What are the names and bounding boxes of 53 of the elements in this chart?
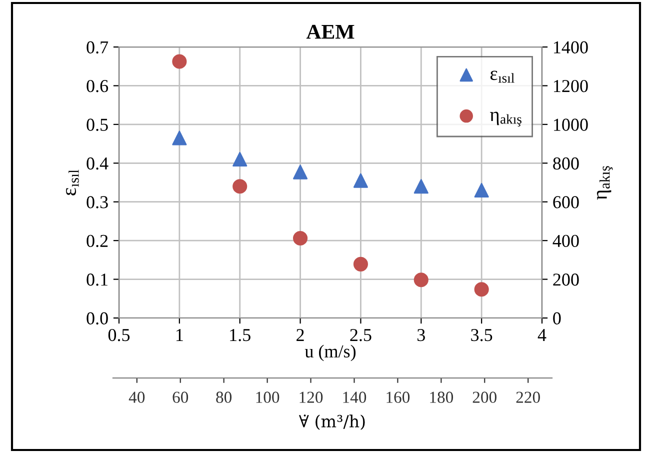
x2-axis-title: ∀̇ (m³/h) xyxy=(298,414,365,430)
point xyxy=(353,256,368,272)
point xyxy=(293,164,308,180)
point xyxy=(414,179,428,194)
point xyxy=(414,272,428,288)
legend-label: η$_{akış}$ xyxy=(490,112,522,127)
y-tick-label: 0.6 xyxy=(86,80,108,92)
x-tick-label: 4 xyxy=(538,329,546,341)
x-tick-label: 0.5 xyxy=(108,328,130,342)
y2-axis-title: η$_{akış}$ xyxy=(596,166,613,200)
point xyxy=(172,130,187,146)
point xyxy=(232,179,248,194)
x-tick-label: 2 xyxy=(296,328,304,341)
y-tick-label: 0.2 xyxy=(86,234,108,248)
x-tick-label: 1.5 xyxy=(230,329,250,342)
x-tick-label: 1 xyxy=(176,329,183,341)
x2-tick-label: 80 xyxy=(216,392,232,403)
x2-tick-label: 40 xyxy=(128,392,145,403)
x2-tick-label: 140 xyxy=(343,392,366,403)
y2-tick-label: 600 xyxy=(553,196,579,208)
x-axis-title: u (m/s) xyxy=(304,344,356,362)
y2-tick-label: 800 xyxy=(553,157,579,170)
y2-tick-label: 1000 xyxy=(554,118,588,131)
point xyxy=(474,282,489,297)
y-tick-label: 0.0 xyxy=(86,312,108,325)
x-tick-label: 3.5 xyxy=(471,328,492,342)
chart-title: AEM xyxy=(306,24,354,39)
y2-tick-label: 1200 xyxy=(554,80,588,92)
y-tick-label: 0.5 xyxy=(86,118,108,131)
x2-tick-label: 220 xyxy=(516,392,540,403)
legend-label: ε$_{ısıl}$ xyxy=(490,70,514,83)
x2-tick-label: 180 xyxy=(430,392,454,403)
y2-tick-label: 0 xyxy=(553,312,561,324)
x2-tick-label: 60 xyxy=(172,392,188,403)
x-tick-label: 3 xyxy=(417,328,425,342)
x2-tick-label: 160 xyxy=(386,392,410,403)
y-tick-label: 0.7 xyxy=(86,41,108,54)
x2-tick-label: 200 xyxy=(472,392,496,403)
y-tick-label: 0.1 xyxy=(86,274,108,286)
y-axis-title: ε$_{ısıl}$ xyxy=(66,170,79,196)
x-tick-label: 2.5 xyxy=(350,328,372,342)
y-tick-label: 0.3 xyxy=(86,196,108,208)
point xyxy=(293,230,308,246)
y2-tick-label: 1400 xyxy=(554,41,588,54)
x2-tick-label: 120 xyxy=(300,392,323,403)
point xyxy=(232,152,248,167)
y2-tick-label: 200 xyxy=(553,274,579,286)
y2-tick-label: 400 xyxy=(552,234,579,248)
point xyxy=(474,182,489,198)
point xyxy=(353,173,368,188)
x2-tick-label: 100 xyxy=(256,392,280,403)
y-tick-label: 0.4 xyxy=(86,157,108,170)
point xyxy=(172,54,187,69)
